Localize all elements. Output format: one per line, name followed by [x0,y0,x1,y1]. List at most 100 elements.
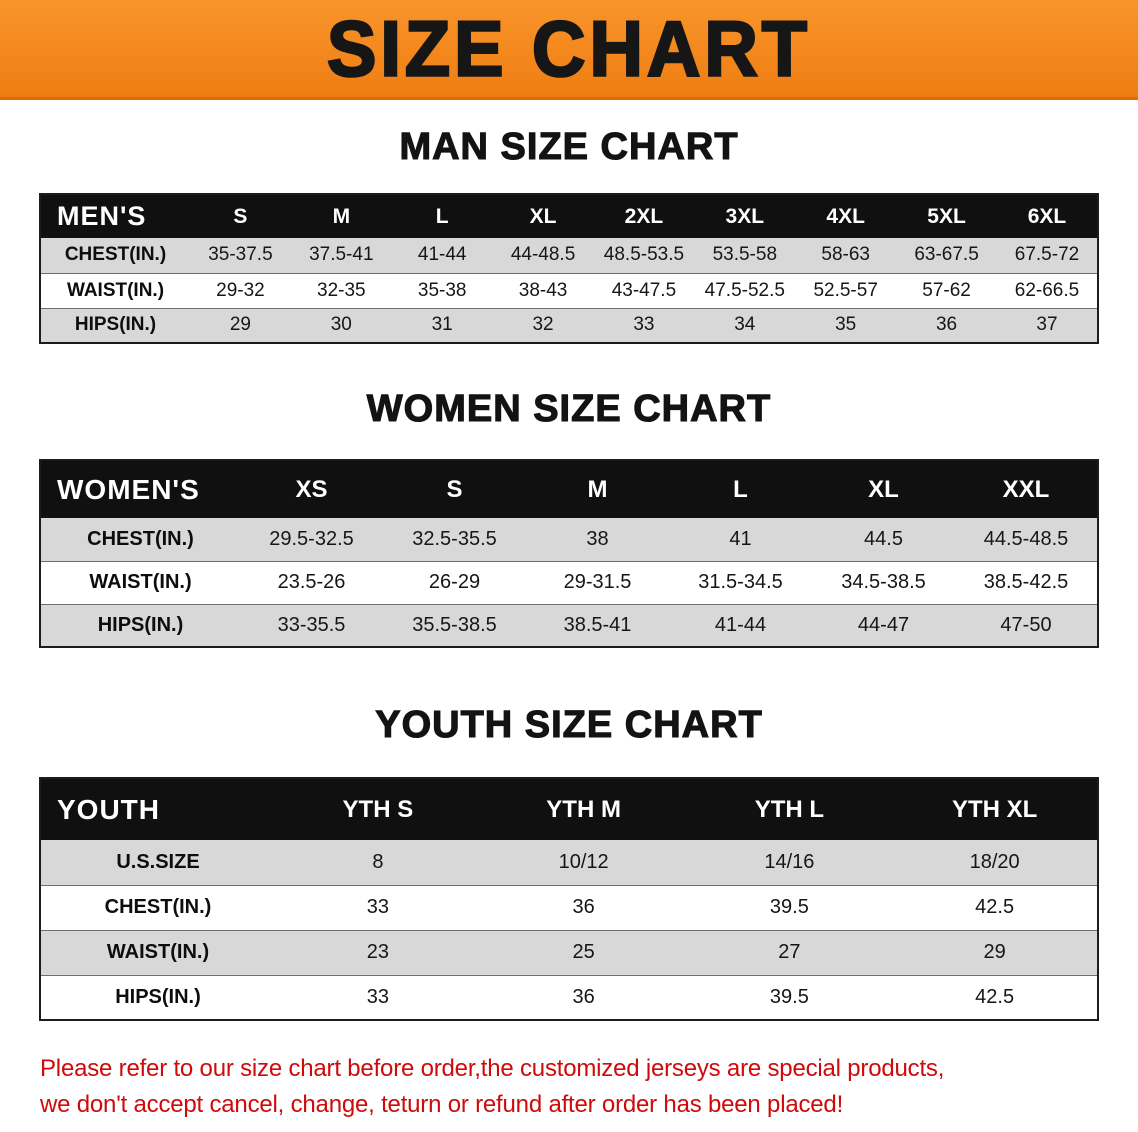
womens-corner-label: WOMEN'S [40,460,240,518]
size-value-cell: 32.5-35.5 [412,527,497,550]
table-row: CHEST(IN.) 33 36 39.5 42.5 [40,885,1098,930]
footer-notice: Please refer to our size chart before or… [40,1051,1102,1123]
size-value-cell: 39.5 [769,896,809,918]
page-title: SIZE CHART [326,4,811,94]
size-value-cell: 44.5 [864,527,903,550]
size-value-cell: 41 [729,527,752,550]
size-value-cell: 44-48.5 [510,244,576,266]
youth-size-section: YOUTH SIZE CHART YOUTH YTH S YTH M YTH L YTH… [0,703,1138,1021]
size-value-cell: 38.5-41 [563,613,632,636]
size-column-header: L [391,194,493,238]
size-column-header: 6XL [997,194,1098,238]
table-row: HIPS(IN.) 33 36 39.5 42.5 [40,975,1098,1020]
row-label: CHEST(IN.) [104,896,212,918]
size-value-cell: 26-29 [428,571,481,593]
size-column-header: YTH XL [892,778,1098,840]
size-value-cell: 58-63 [821,244,870,266]
size-value-cell: 48.5-53.5 [603,244,685,266]
size-value-cell: 52.5-57 [813,279,878,301]
row-label: HIPS(IN.) [74,314,157,336]
size-value-cell: 36 [572,985,595,1008]
notice-line-1: Please refer to our size chart before or… [40,1055,945,1082]
size-value-cell: 41-44 [714,613,767,636]
row-label: U.S.SIZE [116,850,200,873]
size-column-header: YTH L [686,778,893,840]
table-row: U.S.SIZE 8 10/12 14/16 18/20 [40,840,1098,885]
size-value-cell: 29-31.5 [563,571,632,593]
size-column-header: M [290,194,392,238]
youth-size-heading: YOUTH SIZE CHART [375,703,763,746]
mens-corner-label: MEN'S [40,194,190,238]
row-label: WAIST(IN.) [66,279,165,301]
size-column-header: 5XL [896,194,997,238]
mens-table-wrap: MEN'S S M L XL 2XL 3XL 4XL 5XL 6XL CHEST(IN.) 35-37… [39,193,1099,344]
size-value-cell: 57-62 [922,279,971,301]
size-column-header: 4XL [795,194,897,238]
size-value-cell: 27 [778,941,801,963]
size-column-header: 2XL [593,194,695,238]
size-column-header: XL [812,460,955,518]
size-value-cell: 33 [633,314,655,336]
womens-table-wrap: WOMEN'S XS S M L XL XXL CHEST(IN.) 29.5-32.5 32.5… [39,459,1099,648]
size-value-cell: 23.5-26 [277,571,346,593]
size-value-cell: 33-35.5 [277,613,346,636]
man-size-section: MAN SIZE CHART MEN'S S M L XL 2XL 3XL 4XL 5XL 6XL… [0,125,1138,344]
mens-header-row: MEN'S S M L XL 2XL 3XL 4XL 5XL 6XL [40,194,1098,238]
youth-table-wrap: YOUTH YTH S YTH M YTH L YTH XL U.S.SIZE 8 10/12… [39,777,1099,1021]
size-value-cell: 38 [586,527,609,550]
size-value-cell: 41-44 [417,244,467,266]
size-value-cell: 31.5-34.5 [698,571,783,593]
youth-corner-label: YOUTH [40,778,275,840]
size-column-header: YTH S [275,778,481,840]
size-column-header: XS [240,460,383,518]
size-value-cell: 23 [366,941,389,963]
youth-size-table: YOUTH YTH S YTH M YTH L YTH XL U.S.SIZE 8 10/12… [39,777,1099,1021]
size-value-cell: 38-43 [518,279,568,301]
table-row: HIPS(IN.) 33-35.5 35.5-38.5 38.5-41 41-44 44-… [40,604,1098,647]
size-value-cell: 34 [734,314,756,336]
size-value-cell: 33 [366,896,389,918]
size-value-cell: 67.5-72 [1014,244,1080,266]
table-row: CHEST(IN.) 29.5-32.5 32.5-35.5 38 41 44.5 44.5… [40,518,1098,561]
size-value-cell: 33 [366,985,389,1008]
size-value-cell: 36 [935,314,958,336]
size-value-cell: 47.5-52.5 [704,279,785,301]
size-value-cell: 32 [532,314,554,336]
size-value-cell: 62-66.5 [1014,279,1080,301]
size-value-cell: 29-32 [216,279,265,301]
size-value-cell: 53.5-58 [712,244,778,266]
size-value-cell: 36 [572,896,595,918]
table-row: HIPS(IN.) 29 30 31 32 33 34 35 36 37 [40,308,1098,343]
row-label: HIPS(IN.) [115,985,201,1008]
table-row: WAIST(IN.) 23 25 27 29 [40,930,1098,975]
size-value-cell: 29 [983,941,1006,963]
size-value-cell: 25 [572,941,595,963]
size-value-cell: 44-47 [857,613,910,636]
womens-header-row: WOMEN'S XS S M L XL XXL [40,460,1098,518]
women-size-heading: WOMEN SIZE CHART [366,387,772,430]
size-value-cell: 35 [835,314,857,336]
size-column-header: XXL [955,460,1098,518]
womens-size-table: WOMEN'S XS S M L XL XXL CHEST(IN.) 29.5-32.5 32.5… [39,459,1099,648]
size-value-cell: 43-47.5 [611,279,677,301]
size-value-cell: 8 [372,850,384,873]
size-value-cell: 35-37.5 [208,244,273,266]
table-row: WAIST(IN.) 23.5-26 26-29 29-31.5 31.5-34.5 34… [40,561,1098,604]
row-label: WAIST(IN.) [89,571,192,593]
women-size-section: WOMEN SIZE CHART WOMEN'S XS S M L XL XXL CHEST(… [0,387,1138,648]
man-size-heading: MAN SIZE CHART [399,125,739,168]
row-label: HIPS(IN.) [97,613,184,636]
notice-line-2: we don't accept cancel, change, teturn o… [40,1091,844,1118]
mens-size-table: MEN'S S M L XL 2XL 3XL 4XL 5XL 6XL CHEST(IN.) 35-37… [39,193,1099,344]
size-value-cell: 42.5 [975,985,1015,1008]
size-value-cell: 14/16 [764,850,815,873]
size-value-cell: 39.5 [769,985,809,1008]
size-value-cell: 44.5-48.5 [983,527,1069,550]
size-value-cell: 38.5-42.5 [983,571,1069,593]
youth-header-row: YOUTH YTH S YTH M YTH L YTH XL [40,778,1098,840]
banner: SIZE CHART [0,0,1138,100]
size-value-cell: 32-35 [317,279,366,301]
size-value-cell: 47-50 [1000,613,1052,636]
size-column-header: YTH M [480,778,687,840]
